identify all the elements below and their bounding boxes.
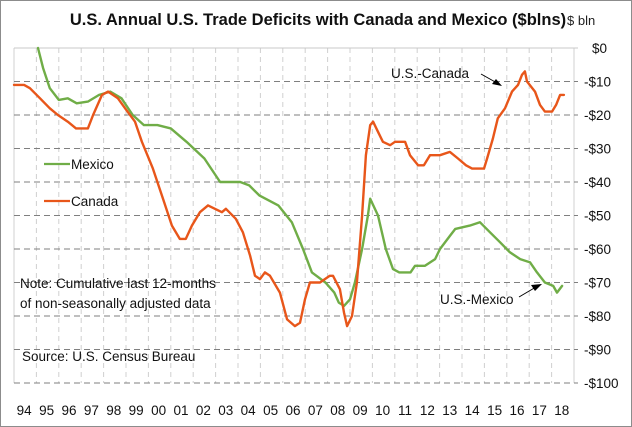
- legend-label-mexico: Mexico: [71, 157, 114, 172]
- y-tick-label: -$20: [584, 108, 611, 123]
- x-tick-label: 94: [17, 403, 33, 418]
- x-tick-label: 98: [106, 403, 121, 418]
- annotation-arrow-canada: [480, 73, 502, 86]
- x-tick-label: 97: [84, 403, 99, 418]
- y-axis-tick-labels: $0 -$10 -$20 -$30 -$40 -$50 -$60 -$70 -$80 -$90 -$…: [584, 41, 619, 391]
- x-tick-label: 15: [487, 403, 502, 418]
- x-tick-label: 13: [442, 403, 457, 418]
- x-tick-label: 18: [554, 403, 569, 418]
- x-tick-label: 16: [509, 403, 524, 418]
- x-tick-label: 02: [196, 403, 211, 418]
- y-tick-label: -$100: [584, 376, 619, 391]
- x-tick-label: 12: [420, 403, 435, 418]
- horizontal-gridlines: [14, 81, 578, 384]
- y-tick-label: -$10: [584, 75, 611, 90]
- y-axis-unit-label: $ bln: [567, 13, 595, 28]
- y-tick-label: $0: [592, 41, 607, 56]
- x-tick-label: 11: [398, 403, 412, 418]
- legend-label-canada: Canada: [71, 194, 119, 209]
- series-line-mexico: [36, 46, 564, 308]
- chart-title: U.S. Annual U.S. Trade Deficits with Can…: [70, 11, 566, 29]
- series-lines: [12, 46, 566, 328]
- x-tick-label: 14: [465, 403, 481, 418]
- x-tick-label: 05: [263, 403, 278, 418]
- x-axis-tick-labels: 94 95 96 97 98 99 00 01 02 03 04 05 06 07 08 09 10 11 12 13…: [17, 403, 570, 418]
- annotation-us-mexico: U.S.-Mexico: [440, 292, 514, 307]
- x-tick-label: 10: [375, 403, 390, 418]
- annotation-arrow-mexico: [518, 284, 542, 298]
- y-tick-label: -$40: [584, 175, 611, 190]
- legend: Mexico Canada: [44, 157, 119, 209]
- y-tick-label: -$50: [584, 209, 611, 224]
- source-note: Source: U.S. Census Bureau: [22, 349, 195, 364]
- series-line-canada: [12, 70, 566, 328]
- x-tick-label: 96: [61, 403, 76, 418]
- x-tick-label: 01: [173, 403, 188, 418]
- annotation-us-canada: U.S.-Canada: [391, 66, 470, 81]
- y-tick-label: -$80: [584, 309, 611, 324]
- y-tick-label: -$60: [584, 242, 611, 257]
- x-tick-label: 03: [218, 403, 233, 418]
- x-tick-label: 08: [330, 403, 345, 418]
- note-line-2: of non-seasonally adjusted data: [20, 296, 211, 311]
- x-tick-label: 17: [532, 403, 547, 418]
- note-line-1: Note: Cumulative last 12-months: [20, 276, 216, 291]
- x-tick-label: 00: [151, 403, 166, 418]
- x-tick-label: 95: [39, 403, 54, 418]
- x-tick-label: 07: [308, 403, 323, 418]
- x-tick-label: 04: [241, 403, 257, 418]
- y-tick-label: -$90: [584, 343, 611, 358]
- y-tick-label: -$30: [584, 142, 611, 157]
- x-tick-label: 09: [353, 403, 368, 418]
- x-tick-label: 06: [285, 403, 300, 418]
- x-tick-label: 99: [129, 403, 144, 418]
- y-tick-label: -$70: [584, 276, 611, 291]
